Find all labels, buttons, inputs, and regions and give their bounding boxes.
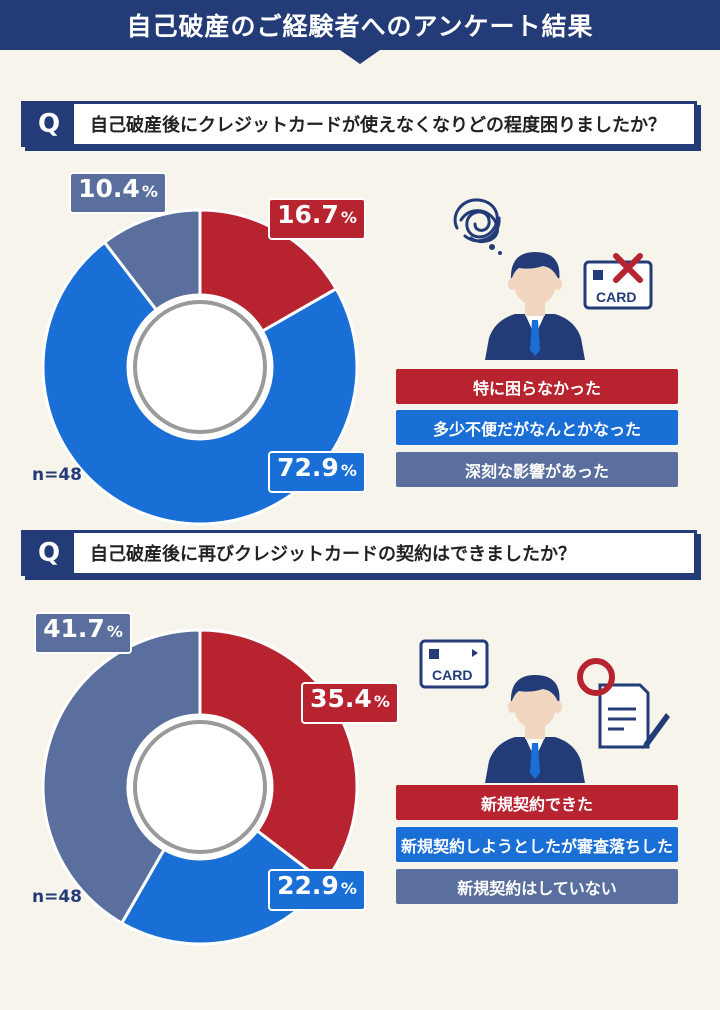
card-text-1: CARD: [596, 289, 636, 305]
slice-value-2-blue: 22.9: [277, 871, 339, 900]
question-text-2: 自己破産後に再びクレジットカードの契約はできましたか？: [90, 544, 576, 565]
card-icon: CARD: [419, 639, 489, 689]
slice-unit-2-blue: %: [340, 879, 357, 898]
donut-hole-2: [128, 715, 272, 859]
card-with-x-icon: CARD: [583, 253, 653, 310]
slice-label-1-red: 16.7%: [268, 198, 366, 240]
slice-label-2-blue: 22.9%: [268, 869, 366, 911]
donut-inner-ring-2: [133, 720, 267, 854]
question-badge-2: Q: [24, 533, 74, 573]
slice-value-1-blue: 72.9: [277, 453, 339, 482]
slice-unit-1-red: %: [340, 208, 357, 227]
donut-chart-2: [41, 628, 359, 946]
donut-chart-1: [41, 208, 359, 526]
question-text-1: 自己破産後にクレジットカードが使えなくなりどの程度困りましたか？: [90, 115, 666, 136]
legend-item-2-red: 新規契約できた: [396, 785, 678, 820]
legend-item-1-blue: 多少不便だがなんとかなった: [396, 410, 678, 445]
slice-value-2-slate: 41.7: [43, 614, 105, 643]
slice-label-2-red: 35.4%: [301, 682, 399, 724]
slice-label-1-blue: 72.9%: [268, 451, 366, 493]
person-icon-2: [485, 675, 585, 783]
slice-unit-1-slate: %: [141, 182, 158, 201]
donut-hole-1: [128, 295, 272, 439]
sample-size-1: n=48: [32, 465, 83, 485]
legend-item-1-slate: 深刻な影響があった: [396, 452, 678, 487]
slice-label-2-slate: 41.7%: [34, 612, 132, 654]
slice-unit-1-blue: %: [340, 461, 357, 480]
slice-value-2-red: 35.4: [310, 684, 372, 713]
person-icon-1: [485, 252, 585, 360]
slice-label-1-slate: 10.4%: [69, 172, 167, 214]
approved-contract-icon: [577, 658, 670, 749]
sample-size-2: n=48: [32, 887, 83, 907]
card-text-2: CARD: [432, 667, 472, 683]
confused-thought-icon: [453, 198, 502, 255]
question-bar-2: Q 自己破産後に再びクレジットカードの契約はできましたか？: [21, 530, 697, 576]
legend-item-2-blue: 新規契約しようとしたが審査落ちした: [396, 827, 678, 862]
question-bar-1: Q 自己破産後にクレジットカードが使えなくなりどの程度困りましたか？: [21, 101, 697, 147]
legend-item-1-red: 特に困らなかった: [396, 369, 678, 404]
question-badge-1: Q: [24, 104, 74, 144]
slice-unit-2-slate: %: [106, 622, 123, 641]
donut-inner-ring-1: [133, 300, 267, 434]
legend-item-2-slate: 新規契約はしていない: [396, 869, 678, 904]
slice-value-1-slate: 10.4: [78, 174, 140, 203]
page-title: 自己破産のご経験者へのアンケート結果: [126, 12, 594, 41]
slice-unit-2-red: %: [373, 692, 390, 711]
slice-value-1-red: 16.7: [277, 200, 339, 229]
